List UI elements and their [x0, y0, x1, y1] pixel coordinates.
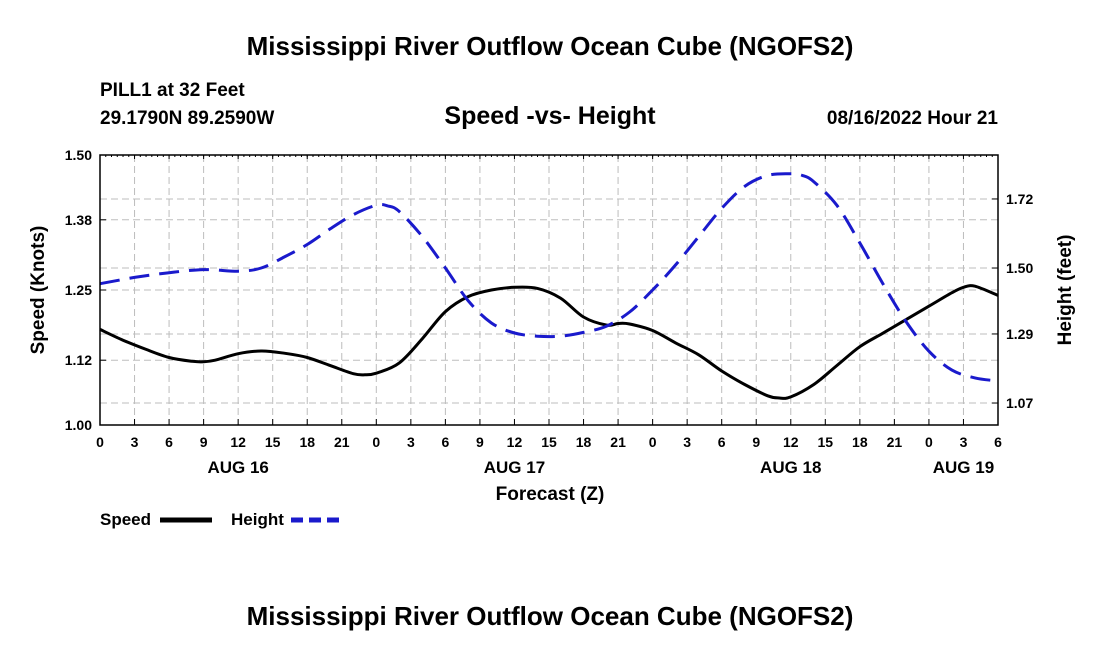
- x-tick-label: 21: [610, 434, 626, 450]
- y2-tick-label: 1.50: [1006, 260, 1033, 276]
- legend-label-height: Height: [231, 510, 284, 529]
- x-tick-label: 3: [407, 434, 415, 450]
- x-tick-label: 15: [541, 434, 557, 450]
- legend-label-speed: Speed: [100, 510, 151, 529]
- x-tick-label: 3: [960, 434, 968, 450]
- series-line-speed: [99, 284, 999, 400]
- x-tick-label: 12: [783, 434, 799, 450]
- y-tick-label: 1.50: [65, 147, 92, 163]
- x-tick-label: 3: [683, 434, 691, 450]
- x-tick-label: 3: [131, 434, 139, 450]
- x-tick-label: 0: [96, 434, 104, 450]
- station-coordinates: 29.1790N 89.2590W: [100, 108, 274, 129]
- page-title: Mississippi River Outflow Ocean Cube (NG…: [247, 31, 854, 61]
- grid-layer: [100, 155, 998, 425]
- x-tick-label: 21: [334, 434, 350, 450]
- x-tick-label: 0: [372, 434, 380, 450]
- series-layer: [99, 172, 999, 400]
- x-tick-label: 6: [441, 434, 449, 450]
- y-tick-label: 1.00: [65, 417, 92, 433]
- x-tick-label: 12: [507, 434, 523, 450]
- x-tick-label: 21: [887, 434, 903, 450]
- day-label: AUG 17: [484, 458, 545, 477]
- axes-layer: 0 3 6 9 12 15 18 21 0 3 6 9 12 15 18 21 0 3 6 9 12 15 18 21 0 3 6A…: [65, 147, 1034, 477]
- x-tick-label: 6: [994, 434, 1002, 450]
- x-tick-label: 12: [230, 434, 246, 450]
- y-tick-label: 1.25: [65, 282, 92, 298]
- x-tick-label: 9: [752, 434, 760, 450]
- y2-tick-label: 1.29: [1006, 326, 1033, 342]
- plot-frame: [99, 154, 999, 426]
- x-axis-label: Forecast (Z): [496, 484, 605, 505]
- x-tick-label: 0: [649, 434, 657, 450]
- x-tick-label: 9: [476, 434, 484, 450]
- x-tick-label: 9: [200, 434, 208, 450]
- y-axis-label: Speed (Knots): [28, 226, 49, 355]
- day-label: AUG 18: [760, 458, 821, 477]
- day-label: AUG 19: [933, 458, 994, 477]
- day-label: AUG 16: [207, 458, 268, 477]
- x-tick-label: 18: [852, 434, 868, 450]
- series-line-height: [99, 172, 999, 383]
- x-tick-label: 18: [299, 434, 315, 450]
- x-tick-label: 6: [718, 434, 726, 450]
- y2-tick-label: 1.72: [1006, 191, 1033, 207]
- forecast-date: 08/16/2022 Hour 21: [827, 108, 999, 129]
- repeated-page-title: Mississippi River Outflow Ocean Cube (NG…: [247, 601, 854, 631]
- x-tick-label: 6: [165, 434, 173, 450]
- chart-title: Speed -vs- Height: [444, 102, 656, 130]
- x-tick-label: 18: [576, 434, 592, 450]
- x-tick-label: 0: [925, 434, 933, 450]
- y2-tick-label: 1.07: [1006, 395, 1033, 411]
- legend: Speed Height: [100, 510, 343, 529]
- station-label: PILL1 at 32 Feet: [100, 80, 245, 101]
- y-tick-label: 1.38: [65, 212, 92, 228]
- x-tick-label: 15: [265, 434, 281, 450]
- x-tick-label: 15: [818, 434, 834, 450]
- y2-axis-label: Height (feet): [1055, 235, 1076, 346]
- y-tick-label: 1.12: [65, 352, 92, 368]
